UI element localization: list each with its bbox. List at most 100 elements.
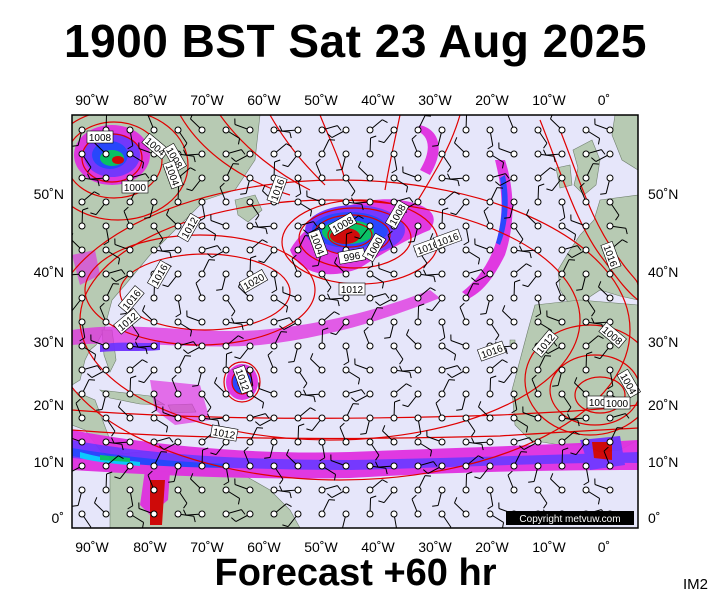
wind-barb-flag [370,135,377,139]
lon-label: 10˚W [532,92,566,108]
station-circle [462,150,470,158]
wind-barb-flag [480,269,486,275]
wind-barb-flag [286,449,290,456]
station-circle [78,198,86,206]
station-circle [510,246,518,254]
wind-barb-flag [423,262,428,269]
lon-label: 10˚W [532,539,566,555]
wind-barb-flag [463,241,470,246]
station-circle [150,390,158,398]
station-circle [366,126,374,134]
station-circle [414,414,422,422]
station-circle [342,486,350,494]
wind-barb-flag [289,132,292,139]
station-circle [270,510,278,518]
wind-barb-flag [525,426,529,433]
station-circle [558,318,566,326]
station-circle [462,126,470,134]
station-circle [294,438,302,446]
lat-label: 40˚N [648,264,678,280]
station-circle [270,414,278,422]
wind-barb-flag [327,286,332,293]
station-circle [126,198,134,206]
station-circle [270,462,278,470]
station-circle [246,150,254,158]
wind-barb-flag [339,422,345,428]
station-circle [222,462,230,470]
station-circle [414,150,422,158]
svg-text:1000: 1000 [606,399,629,410]
station-circle [78,510,86,518]
wind-barb-flag [79,337,86,342]
station-circle [318,366,326,374]
map-frame [71,114,639,529]
wind-barb-flag [570,452,577,456]
wind-barb-flag [478,455,484,460]
wind-barb-flag [543,142,548,149]
wind-barb-flag [624,413,630,419]
station-circle [414,198,422,206]
station-circle [318,390,326,398]
wind-barb-flag [600,149,606,155]
station-circle [270,126,278,134]
wind-barb-flag [99,302,105,308]
station-circle [246,366,254,374]
wind-barb-flag [175,313,182,318]
station-circle [582,438,590,446]
station-circle [342,198,350,206]
wind-barb-flag [190,167,196,172]
station-circle [318,150,326,158]
wind-barb-flag [429,450,433,457]
station-circle [246,126,254,134]
wind-barb-flag [207,253,213,258]
wind-barb-flag [72,505,79,507]
wind-barb-flag [576,289,583,291]
wind-barb-flag [147,470,153,476]
lon-label: 50˚W [304,92,338,108]
wind-barb-flag [430,233,434,240]
station-circle [414,438,422,446]
wind-barb-flag [130,375,137,379]
wind-barb-flag [522,284,529,288]
station-circle [246,438,254,446]
station-circle [510,342,518,350]
wind-barb-flag [241,324,244,331]
station-circle [366,318,374,326]
wind-barb-flag [189,330,193,337]
wind-barb-flag [550,473,554,480]
station-circle [534,438,542,446]
wind-barb-flag [298,423,305,427]
wind-barb-flag [511,409,518,414]
station-circle [270,246,278,254]
wind-barb-flag [471,277,477,282]
lon-label: 90˚W [75,92,109,108]
lon-axis-top: 90˚W 80˚W 70˚W 60˚W 50˚W 40˚W 30˚W 20˚W … [75,92,610,108]
wind-barb-flag [567,406,572,413]
wind-barb-flag [487,505,494,510]
station-circle [606,438,614,446]
station-circle [510,414,518,422]
wind-barb-flag [231,317,235,324]
station-circle [438,438,446,446]
station-circle [414,342,422,350]
station-circle [270,342,278,350]
wind-barb-flag [336,125,342,131]
station-circle [390,366,398,374]
wind-barb-flag [303,229,309,234]
wind-barb-flag [168,481,175,483]
station-circle [198,486,206,494]
station-circle [390,126,398,134]
lat-label: 50˚N [648,186,678,202]
station-circle [510,150,518,158]
station-circle [558,126,566,134]
wind-barb-flag [282,164,289,168]
wind-barb-flag [216,245,222,251]
wind-barb-flag [333,474,337,481]
wind-barb-flag [600,193,607,195]
wind-barb-flag [576,245,582,251]
wind-barb-flag [495,334,500,341]
wind-barb-flag [478,401,482,408]
station-circle [126,462,134,470]
wind-barb-flag [529,252,532,259]
station-circle [438,366,446,374]
